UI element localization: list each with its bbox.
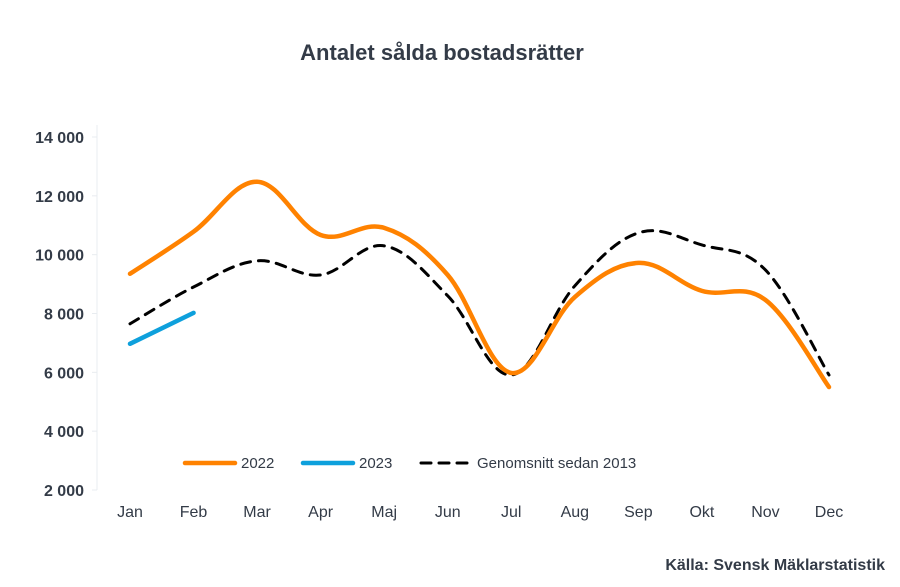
legend-label: 2023 xyxy=(359,455,392,472)
x-tick-label: Apr xyxy=(308,504,334,521)
x-tick-label: Jan xyxy=(117,504,143,521)
series-line-2022 xyxy=(127,179,832,390)
x-tick-label: Mar xyxy=(243,504,271,521)
y-tick-label: 8 000 xyxy=(44,307,84,324)
series-line-genomsnitt-sedan-2013 xyxy=(128,229,831,377)
y-tick-label: 14 000 xyxy=(35,130,84,147)
y-tick-label: 4 000 xyxy=(44,424,84,441)
x-tick-label: Aug xyxy=(561,504,589,521)
legend-label: Genomsnitt sedan 2013 xyxy=(477,455,636,472)
source-note: Källa: Svensk Mäklarstatistik xyxy=(665,557,885,574)
chart-title: Antalet sålda bostadsrätter xyxy=(300,40,584,65)
y-tick-label: 6 000 xyxy=(44,365,84,382)
series-line-2023 xyxy=(127,310,196,347)
legend-label: 2022 xyxy=(241,455,274,472)
x-tick-label: Maj xyxy=(371,504,397,521)
x-tick-label: Jul xyxy=(501,504,521,521)
y-tick-label: 2 000 xyxy=(44,483,84,500)
y-tick-label: 10 000 xyxy=(35,248,84,265)
x-tick-label: Dec xyxy=(815,504,843,521)
x-tick-label: Feb xyxy=(180,504,208,521)
x-tick-label: Jun xyxy=(435,504,461,521)
y-tick-label: 12 000 xyxy=(35,189,84,206)
x-tick-label: Sep xyxy=(624,504,653,521)
x-tick-label: Nov xyxy=(751,504,779,521)
x-tick-label: Okt xyxy=(689,504,714,521)
